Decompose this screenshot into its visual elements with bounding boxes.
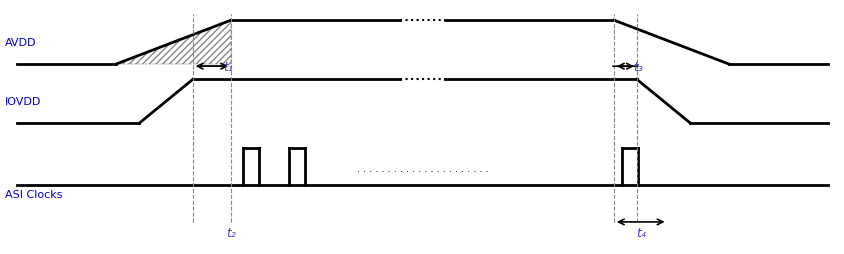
Text: t₂: t₂ — [226, 226, 235, 239]
Text: t₄: t₄ — [635, 226, 645, 239]
Text: AVDD: AVDD — [5, 38, 36, 48]
Text: ASI Clocks: ASI Clocks — [5, 189, 62, 199]
Text: t₃: t₃ — [632, 60, 642, 73]
Text: t₁: t₁ — [223, 60, 233, 73]
Text: IOVDD: IOVDD — [5, 97, 41, 107]
Text: · · · · · · · · · · · · · · · · · · · · · ·: · · · · · · · · · · · · · · · · · · · · … — [356, 167, 488, 177]
